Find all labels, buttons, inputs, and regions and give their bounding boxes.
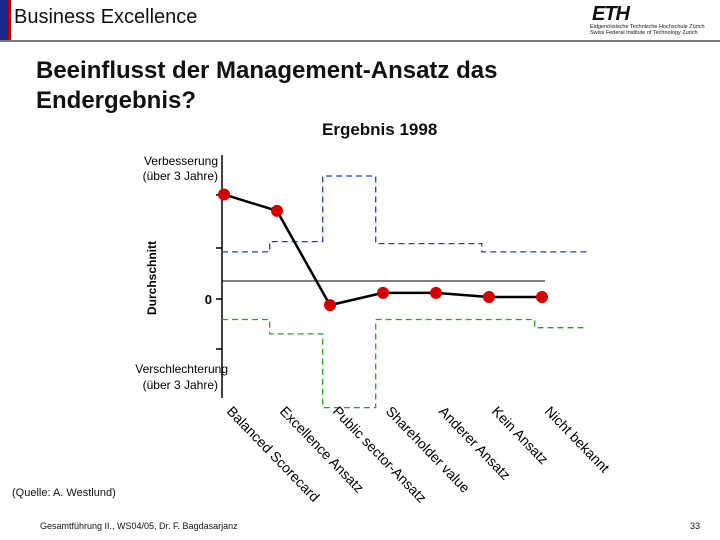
lower-band-line: [222, 318, 588, 409]
mean-point: [271, 204, 283, 217]
lower-band-series: [222, 318, 588, 409]
source-note: (Quelle: A. Westlund): [12, 487, 116, 499]
mean-point: [483, 290, 495, 303]
header-accent-bar: [0, 0, 8, 40]
y-top-label-line-2: (über 3 Jahre): [143, 169, 218, 183]
mean-point: [324, 299, 336, 312]
mean-point: [218, 188, 230, 201]
mean-point: [536, 290, 548, 303]
x-tick-label: Nicht bekannt: [542, 403, 613, 476]
x-tick-label: Balanced Scorecard: [224, 403, 323, 505]
chart-title: Ergebnis 1998: [322, 120, 438, 139]
upper-band-line: [222, 175, 588, 253]
page-number: 33: [690, 521, 701, 531]
upper-band-series: [222, 175, 588, 253]
y-top-label-line-1: Verbesserung: [144, 154, 218, 168]
y-zero-label: 0: [205, 292, 212, 307]
y-bottom-label-line-1: Verschlechterung: [135, 362, 228, 376]
header-divider: [0, 40, 720, 42]
eth-logo-subtitle-line-2: Swiss Federal Institute of Technology Zu…: [590, 30, 698, 36]
slide-title: Beeinflusst der Management-Ansatz das En…: [36, 57, 498, 114]
course-info: Gesamtführung II., WS04/05, Dr. F. Bagda…: [40, 521, 238, 531]
eth-logo-subtitle-line-1: Eidgenössische Technische Hochschule Zür…: [590, 24, 705, 30]
y-axis-label: Durchschnitt: [145, 241, 159, 315]
mean-series: [218, 188, 548, 312]
x-tick-label: Public sector-Ansatz: [330, 403, 430, 506]
eth-logo-subtitle: Eidgenössische Technische Hochschule Zür…: [590, 24, 715, 36]
eth-logo: ETH: [592, 3, 630, 25]
header-title: Business Excellence: [14, 6, 198, 28]
header: Business Excellence ETH Eidgenössische T…: [0, 0, 720, 40]
mean-point: [377, 286, 389, 299]
mean-point: [430, 286, 442, 299]
y-bottom-label-line-2: (über 3 Jahre): [143, 378, 218, 392]
header-accent-stripe: [8, 0, 11, 40]
